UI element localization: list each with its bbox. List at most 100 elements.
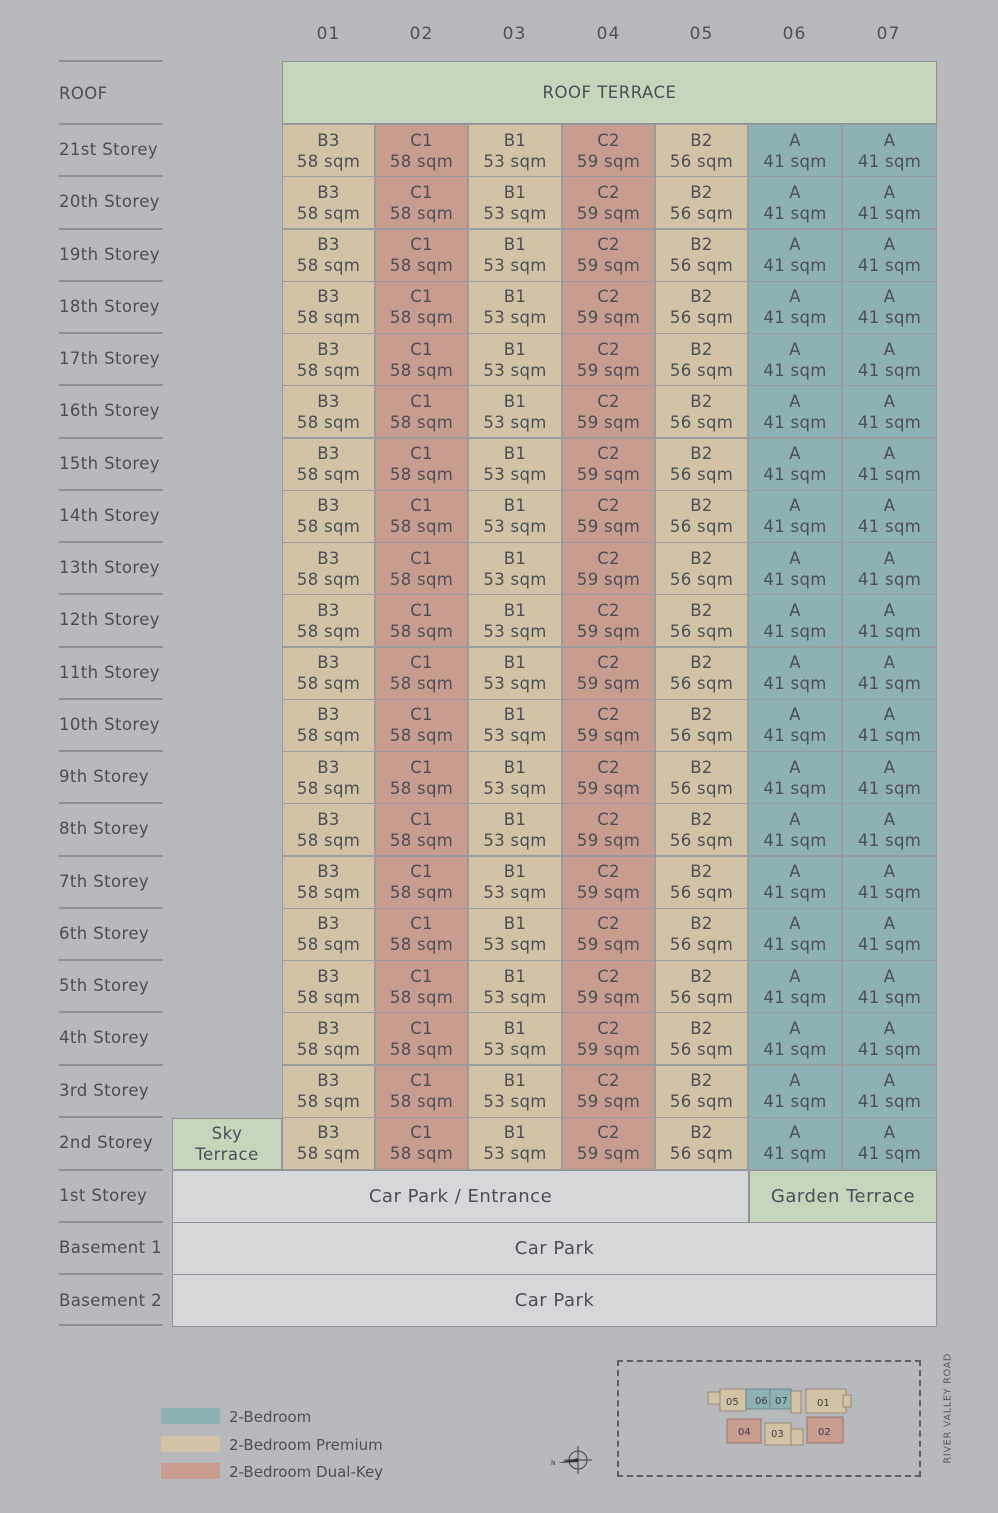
unit-cell: C1 58 sqm — [375, 1012, 468, 1066]
unit-area: 41 sqm — [763, 151, 827, 171]
unit-area: 58 sqm — [389, 203, 454, 223]
unit-cell: C1 58 sqm — [375, 385, 468, 439]
unit-type: A — [883, 496, 896, 516]
unit-type: A — [789, 496, 801, 516]
unit-type: A — [789, 235, 801, 254]
key-plan — [617, 1360, 921, 1477]
unit-area: 58 sqm — [296, 151, 361, 171]
unit-cell: B1 53 sqm — [468, 855, 562, 909]
unit-area: 53 sqm — [483, 830, 547, 850]
unit-area: 41 sqm — [857, 256, 922, 275]
unit-cell: B3 58 sqm — [282, 542, 375, 595]
unit-type: A — [883, 1071, 896, 1090]
row-divider — [59, 384, 163, 387]
unit-type: B3 — [317, 653, 340, 672]
unit-area: 58 sqm — [389, 726, 454, 746]
unit-cell: A 41 sqm — [842, 542, 937, 595]
unit-type: C2 — [597, 548, 620, 568]
unit-area: 41 sqm — [857, 517, 922, 537]
unit-type: A — [883, 862, 896, 881]
unit-cell: B2 56 sqm — [655, 751, 748, 804]
unit-type: B3 — [317, 444, 340, 463]
unit-type: C2 — [597, 1123, 620, 1143]
unit-cell: A 41 sqm — [842, 1116, 937, 1170]
unit-area: 41 sqm — [763, 1039, 827, 1059]
unit-type: A — [789, 182, 801, 202]
floor-label: 17th Storey — [59, 349, 160, 368]
unit-area: 59 sqm — [576, 830, 641, 850]
unit-cell: A 41 sqm — [748, 1012, 842, 1066]
floor-label: 12th Storey — [59, 610, 160, 630]
unit-type: B2 — [690, 914, 713, 934]
unit-cell: B1 53 sqm — [468, 1064, 562, 1118]
unit-type: A — [789, 653, 801, 672]
unit-cell: B2 56 sqm — [655, 280, 748, 334]
unit-area: 53 sqm — [483, 935, 547, 955]
car-park-entrance: Car Park / Entrance — [172, 1170, 749, 1223]
unit-area: 56 sqm — [669, 1039, 734, 1059]
unit-type: B1 — [503, 914, 527, 934]
unit-cell: B3 58 sqm — [282, 280, 375, 334]
unit-area: 59 sqm — [576, 465, 641, 484]
unit-cell: B2 56 sqm — [655, 489, 748, 543]
row-divider — [59, 1324, 163, 1326]
unit-type: B2 — [690, 130, 713, 150]
unit-area: 58 sqm — [296, 517, 361, 537]
unit-type: A — [789, 130, 801, 150]
unit-type: C2 — [597, 1018, 620, 1038]
unit-cell: B1 53 sqm — [468, 437, 562, 491]
row-divider — [59, 593, 163, 596]
unit-type: B3 — [317, 130, 340, 150]
unit-type: B1 — [503, 235, 527, 254]
unit-area: 59 sqm — [576, 151, 641, 171]
unit-type: C1 — [410, 966, 433, 986]
floor-label: 3rd Storey — [59, 1080, 150, 1100]
unit-type: B2 — [690, 391, 713, 411]
unit-type: B3 — [317, 966, 340, 986]
unit-cell: A 41 sqm — [842, 594, 937, 648]
unit-area: 41 sqm — [763, 412, 827, 432]
unit-type: C2 — [597, 705, 620, 725]
column-header: 03 — [502, 24, 527, 44]
unit-cell: B3 58 sqm — [282, 124, 375, 177]
unit-cell: B2 56 sqm — [655, 855, 748, 909]
unit-type: B1 — [503, 391, 527, 411]
unit-type: A — [883, 391, 896, 411]
floor-label: 13th Storey — [59, 558, 160, 577]
unit-area: 58 sqm — [389, 1144, 454, 1164]
unit-area: 59 sqm — [576, 1144, 641, 1164]
unit-type: A — [883, 600, 896, 620]
keyplan-unit-01 — [805, 1388, 847, 1414]
unit-cell: B2 56 sqm — [655, 646, 748, 700]
unit-area: 53 sqm — [483, 778, 547, 798]
unit-type: C1 — [410, 914, 433, 934]
unit-area: 59 sqm — [576, 1039, 641, 1059]
unit-area: 58 sqm — [296, 830, 361, 850]
unit-area: 53 sqm — [483, 987, 547, 1007]
unit-cell: A 41 sqm — [748, 960, 842, 1013]
unit-type: B2 — [690, 809, 713, 829]
unit-type: B3 — [317, 287, 340, 307]
car-park-basement-2: Car Park — [172, 1274, 937, 1327]
unit-type: A — [883, 1123, 896, 1143]
row-divider — [59, 1221, 163, 1223]
unit-area: 58 sqm — [296, 465, 361, 484]
unit-cell: B1 53 sqm — [468, 907, 562, 961]
floor-label: 20th Storey — [59, 192, 160, 212]
unit-cell: C1 58 sqm — [375, 751, 468, 804]
legend-label: 2-Bedroom Premium — [229, 1436, 383, 1454]
floor-label: 8th Storey — [59, 819, 150, 839]
unit-area: 53 sqm — [483, 517, 547, 537]
unit-area: 56 sqm — [669, 360, 734, 380]
unit-cell: B1 53 sqm — [468, 489, 562, 543]
unit-cell: A 41 sqm — [842, 333, 937, 386]
unit-cell: C1 58 sqm — [375, 698, 468, 752]
unit-cell: A 41 sqm — [842, 751, 937, 804]
unit-type: B3 — [317, 548, 340, 568]
unit-type: B3 — [317, 391, 340, 411]
unit-type: C1 — [410, 235, 433, 254]
row-divider — [59, 123, 163, 125]
unit-cell: B1 53 sqm — [468, 1012, 562, 1066]
unit-area: 58 sqm — [389, 935, 454, 955]
unit-type: B1 — [503, 862, 527, 881]
